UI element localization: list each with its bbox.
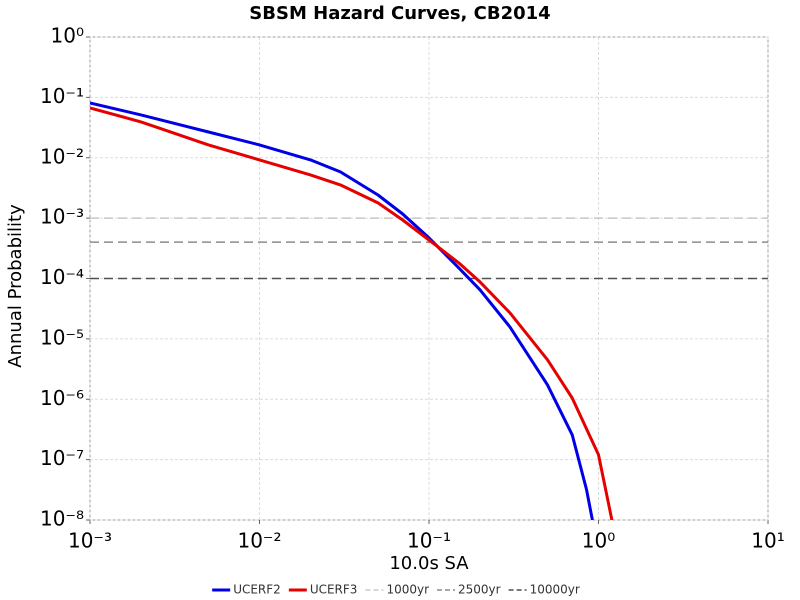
legend-label: UCERF2 [233, 583, 281, 597]
legend-label: 2500yr [458, 583, 501, 597]
y-tick-label: 10⁻³ [40, 205, 84, 229]
legend-label: UCERF3 [310, 583, 358, 597]
plot-content [90, 101, 768, 520]
y-tick-label: 10⁻⁸ [40, 507, 84, 531]
x-axis-label: 10.0s SA [389, 553, 469, 574]
legend: UCERF2 UCERF3 1000yr 2500yr 10000yr [212, 583, 580, 597]
y-tick-label: 10⁻⁵ [40, 325, 84, 349]
y-tick-label: 10⁻² [40, 144, 84, 168]
y-tick-label: 10⁻¹ [40, 84, 84, 108]
x-tick-label: 10¹ [751, 529, 784, 553]
y-tick-label: 10⁰ [51, 24, 84, 48]
legend-label: 1000yr [386, 583, 429, 597]
x-tick-label: 10⁰ [582, 529, 615, 553]
y-tick-label: 10⁻⁴ [40, 265, 84, 289]
chart-title: SBSM Hazard Curves, CB2014 [249, 3, 550, 24]
y-tick-label: 10⁻⁶ [40, 386, 84, 410]
series-line [90, 106, 614, 520]
y-axis-label: Annual Probability [5, 204, 26, 368]
series-line [90, 101, 594, 520]
x-tick-label: 10⁻¹ [407, 529, 451, 553]
legend-label: 10000yr [530, 583, 580, 597]
x-tick-label: 10⁻² [237, 529, 281, 553]
x-tick-label: 10⁻³ [68, 529, 112, 553]
y-tick-label: 10⁻⁷ [40, 446, 84, 470]
